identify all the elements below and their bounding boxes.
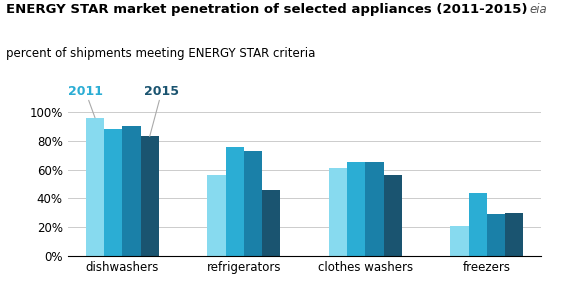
Bar bbox=[140, 136, 159, 256]
Bar bbox=[505, 213, 523, 256]
Bar bbox=[86, 118, 104, 256]
Bar bbox=[347, 162, 365, 256]
Text: 2015: 2015 bbox=[144, 85, 179, 136]
Bar bbox=[104, 129, 122, 256]
Text: 2011: 2011 bbox=[68, 85, 103, 118]
Bar bbox=[244, 151, 262, 256]
Bar bbox=[450, 226, 469, 256]
Bar bbox=[487, 214, 505, 256]
Bar bbox=[384, 175, 402, 256]
Bar bbox=[329, 168, 347, 256]
Bar bbox=[365, 162, 384, 256]
Bar bbox=[208, 175, 226, 256]
Text: ENERGY STAR market penetration of selected appliances (2011-2015): ENERGY STAR market penetration of select… bbox=[6, 3, 527, 16]
Bar bbox=[122, 126, 140, 256]
Bar bbox=[469, 193, 487, 256]
Text: eia: eia bbox=[530, 3, 547, 16]
Bar bbox=[226, 147, 244, 256]
Text: percent of shipments meeting ENERGY STAR criteria: percent of shipments meeting ENERGY STAR… bbox=[6, 47, 315, 60]
Bar bbox=[262, 190, 280, 256]
